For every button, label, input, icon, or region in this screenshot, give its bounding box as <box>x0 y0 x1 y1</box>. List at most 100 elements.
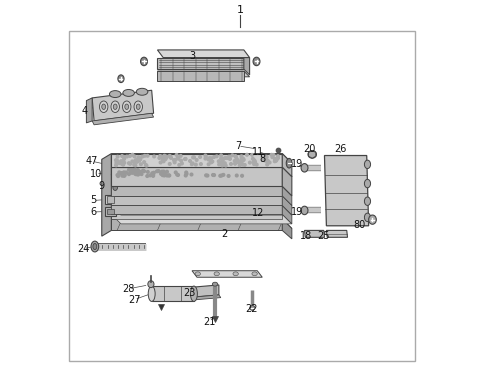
Circle shape <box>218 163 220 166</box>
Ellipse shape <box>212 282 218 286</box>
Ellipse shape <box>113 184 118 190</box>
Circle shape <box>211 160 214 163</box>
Circle shape <box>119 162 121 165</box>
Circle shape <box>121 162 124 165</box>
Circle shape <box>120 161 122 163</box>
Polygon shape <box>111 205 292 215</box>
Circle shape <box>221 164 224 167</box>
Circle shape <box>227 175 230 177</box>
Circle shape <box>231 154 234 157</box>
Circle shape <box>168 162 171 165</box>
Text: 9: 9 <box>99 181 105 191</box>
Circle shape <box>204 156 207 158</box>
Circle shape <box>174 171 177 174</box>
Circle shape <box>135 171 138 174</box>
Circle shape <box>136 169 139 171</box>
Circle shape <box>131 154 134 156</box>
Circle shape <box>241 159 244 162</box>
Polygon shape <box>111 167 292 177</box>
Circle shape <box>139 171 142 174</box>
Circle shape <box>246 154 248 156</box>
Circle shape <box>140 173 143 175</box>
Circle shape <box>243 164 246 166</box>
Circle shape <box>223 157 225 160</box>
Circle shape <box>159 161 162 164</box>
Circle shape <box>144 164 147 166</box>
Circle shape <box>185 172 188 175</box>
Circle shape <box>253 161 256 163</box>
Polygon shape <box>324 156 369 226</box>
Text: 8: 8 <box>259 154 265 164</box>
Polygon shape <box>86 98 92 123</box>
Polygon shape <box>157 71 244 81</box>
Text: 12: 12 <box>252 208 264 218</box>
Polygon shape <box>111 205 282 214</box>
Circle shape <box>190 173 193 176</box>
Circle shape <box>265 160 268 162</box>
Ellipse shape <box>253 57 260 66</box>
Circle shape <box>166 170 168 173</box>
Circle shape <box>131 172 133 174</box>
Ellipse shape <box>134 101 143 113</box>
Circle shape <box>276 158 278 161</box>
Ellipse shape <box>93 243 97 250</box>
Circle shape <box>123 174 126 176</box>
Circle shape <box>116 174 119 176</box>
Circle shape <box>266 163 268 166</box>
Circle shape <box>117 175 120 177</box>
Text: 11: 11 <box>252 147 264 157</box>
Circle shape <box>118 171 120 174</box>
Circle shape <box>265 156 267 158</box>
Circle shape <box>156 170 158 173</box>
Polygon shape <box>111 186 282 196</box>
Circle shape <box>135 173 137 175</box>
Circle shape <box>115 159 117 162</box>
Ellipse shape <box>195 272 201 276</box>
FancyBboxPatch shape <box>107 196 114 203</box>
Polygon shape <box>282 196 292 215</box>
Polygon shape <box>111 214 282 219</box>
Circle shape <box>184 157 187 160</box>
Circle shape <box>163 154 166 157</box>
Circle shape <box>224 162 226 165</box>
Ellipse shape <box>141 57 147 66</box>
Circle shape <box>164 174 167 176</box>
Polygon shape <box>192 295 221 300</box>
Circle shape <box>138 170 140 172</box>
Ellipse shape <box>364 179 371 188</box>
Circle shape <box>213 174 216 176</box>
Circle shape <box>253 161 256 163</box>
Circle shape <box>140 163 142 166</box>
Polygon shape <box>111 167 282 186</box>
Text: 10: 10 <box>90 169 102 179</box>
Circle shape <box>240 161 242 164</box>
Circle shape <box>253 161 256 164</box>
Circle shape <box>274 160 276 163</box>
Polygon shape <box>157 50 250 58</box>
Circle shape <box>185 171 188 174</box>
Circle shape <box>239 164 241 167</box>
Ellipse shape <box>364 160 371 169</box>
Circle shape <box>157 170 160 172</box>
Circle shape <box>137 172 139 175</box>
Circle shape <box>152 173 155 176</box>
Circle shape <box>169 155 172 158</box>
Circle shape <box>236 157 238 160</box>
Circle shape <box>133 169 136 171</box>
Polygon shape <box>92 90 154 121</box>
Circle shape <box>236 161 239 163</box>
Circle shape <box>123 175 126 177</box>
Circle shape <box>141 155 144 158</box>
Circle shape <box>221 160 224 162</box>
Circle shape <box>253 159 255 162</box>
Circle shape <box>222 174 225 176</box>
Polygon shape <box>111 214 292 224</box>
Circle shape <box>126 155 128 158</box>
Circle shape <box>161 156 164 159</box>
Circle shape <box>184 158 186 161</box>
Circle shape <box>275 159 277 162</box>
Circle shape <box>128 162 130 164</box>
Circle shape <box>146 175 149 177</box>
Circle shape <box>122 173 125 175</box>
Ellipse shape <box>250 306 255 310</box>
